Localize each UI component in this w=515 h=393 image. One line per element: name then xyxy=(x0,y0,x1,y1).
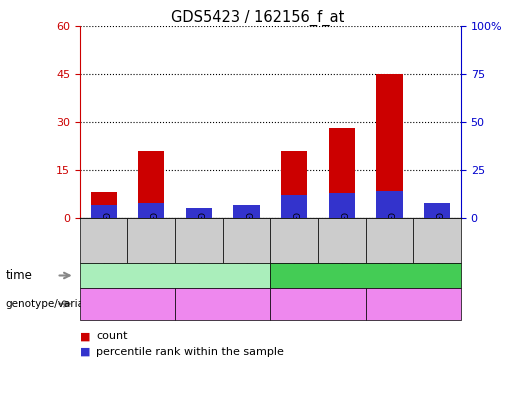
Text: GSM1462548: GSM1462548 xyxy=(195,211,203,270)
Bar xyxy=(281,195,307,218)
Bar xyxy=(329,193,355,218)
Text: wild type: wild type xyxy=(105,299,150,309)
Text: SHARP1/2 double
null mutant: SHARP1/2 double null mutant xyxy=(371,293,456,314)
Bar xyxy=(376,73,403,218)
Bar xyxy=(91,193,117,218)
Bar xyxy=(233,205,260,218)
Text: ZT16: ZT16 xyxy=(350,269,382,282)
Text: SHARP1/2 double
null mutant: SHARP1/2 double null mutant xyxy=(180,293,265,314)
Text: GSM1462545: GSM1462545 xyxy=(147,211,156,270)
Bar xyxy=(186,208,212,218)
Bar xyxy=(233,205,260,218)
Text: time: time xyxy=(5,269,32,282)
Text: wild type: wild type xyxy=(296,299,340,309)
Bar xyxy=(424,203,450,218)
Text: ZT4: ZT4 xyxy=(163,269,187,282)
Text: GSM1462549: GSM1462549 xyxy=(242,212,251,270)
Text: GSM1462546: GSM1462546 xyxy=(290,211,299,270)
Bar xyxy=(329,128,355,218)
Text: ■: ■ xyxy=(80,347,90,357)
Bar xyxy=(424,205,450,218)
Text: percentile rank within the sample: percentile rank within the sample xyxy=(96,347,284,357)
Text: GSM1462547: GSM1462547 xyxy=(337,211,346,270)
Bar xyxy=(376,191,403,218)
Text: GSM1462544: GSM1462544 xyxy=(99,211,108,270)
Bar xyxy=(138,151,164,218)
Bar xyxy=(91,205,117,218)
Text: GSM1462551: GSM1462551 xyxy=(433,211,441,270)
Bar xyxy=(281,151,307,218)
Text: GSM1462550: GSM1462550 xyxy=(385,211,394,270)
Bar xyxy=(138,203,164,218)
Bar xyxy=(186,208,212,218)
Text: ■: ■ xyxy=(80,331,90,342)
Text: GDS5423 / 162156_f_at: GDS5423 / 162156_f_at xyxy=(171,10,344,26)
Text: count: count xyxy=(96,331,128,342)
Text: genotype/variation: genotype/variation xyxy=(5,299,104,309)
